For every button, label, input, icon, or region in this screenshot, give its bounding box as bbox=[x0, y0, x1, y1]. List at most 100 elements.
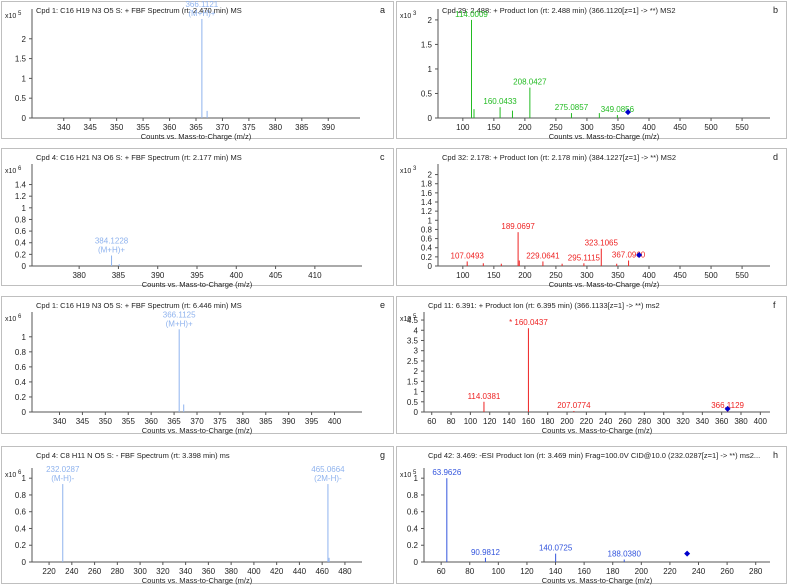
x-tick-label: 370 bbox=[190, 417, 204, 426]
y-tick-label: 0 bbox=[428, 114, 433, 123]
precursor-marker bbox=[624, 109, 631, 116]
peak-label: 114.0381 bbox=[468, 392, 501, 401]
y-tick-label: 2 bbox=[414, 367, 419, 376]
y-exponent-power: 3 bbox=[411, 11, 417, 17]
peak-label: 160.0433 bbox=[483, 97, 517, 106]
y-tick-label: 0.4 bbox=[407, 524, 419, 533]
y-exponent-power: 6 bbox=[16, 314, 22, 320]
peak-label: 207.0774 bbox=[557, 401, 591, 410]
x-axis-label: Counts vs. Mass-to-Charge (m/z) bbox=[549, 132, 660, 141]
peak-label: 114.0009 bbox=[455, 10, 488, 19]
panel-f: 00.511.522.533.544.560 80 100 120 140 160 180 2… bbox=[396, 296, 787, 435]
x-tick-label: 400 bbox=[642, 123, 656, 132]
y-tick-label: 0.4 bbox=[15, 239, 27, 248]
panel-frame bbox=[396, 148, 787, 286]
x-tick-label: 345 bbox=[84, 123, 98, 132]
x-tick-label: 400 bbox=[328, 417, 342, 426]
panel-d: 00.20.40.60.811.21.41.61.82 100 150 200 250 3… bbox=[396, 148, 787, 289]
y-tick-label: 0.8 bbox=[15, 491, 27, 500]
y-exponent-power: 5 bbox=[411, 314, 417, 320]
x-tick-label: 300 bbox=[133, 567, 147, 576]
x-tick-label: 360 bbox=[202, 567, 216, 576]
y-tick-label: 1.2 bbox=[421, 207, 433, 216]
peak-label: 349.0856 bbox=[601, 105, 635, 114]
chart-title: Cpd 42: 3.469: -ESI Product Ion (rt: 3.4… bbox=[428, 451, 760, 460]
x-tick-label: 350 bbox=[99, 417, 113, 426]
x-tick-label: 300 bbox=[580, 271, 594, 280]
x-tick-label: 80 bbox=[465, 567, 474, 576]
peak-label-ion: (M+H)+ bbox=[188, 9, 215, 18]
panel-letter: e bbox=[380, 300, 385, 310]
y-tick-label: 0 bbox=[414, 408, 419, 417]
x-tick-label: 550 bbox=[735, 123, 749, 132]
x-tick-label: 60 bbox=[427, 417, 436, 426]
x-tick-label: 140 bbox=[549, 567, 563, 576]
x-tick-label: 260 bbox=[618, 417, 632, 426]
panel-letter: g bbox=[380, 450, 385, 460]
y-tick-label: 1 bbox=[22, 204, 27, 213]
peak-label: 90.9812 bbox=[471, 548, 500, 557]
x-tick-label: 280 bbox=[749, 567, 763, 576]
y-tick-label: 0 bbox=[22, 262, 27, 271]
x-tick-label: 355 bbox=[136, 123, 150, 132]
y-tick-label: 4.5 bbox=[407, 316, 419, 325]
y-exponent-base: x10 6 bbox=[5, 470, 22, 479]
peak-label: 366.1129 bbox=[711, 401, 744, 410]
chart-title: Cpd 1: C16 H19 N3 O5 S: + FBF Spectrum (… bbox=[36, 301, 242, 310]
x-tick-label: 300 bbox=[657, 417, 671, 426]
peak-label-ion: (M+H)+ bbox=[98, 246, 125, 255]
x-axis-label: Counts vs. Mass-to-Charge (m/z) bbox=[142, 280, 253, 289]
y-tick-label: 0 bbox=[414, 558, 419, 567]
chart-title: Cpd 1: C16 H19 N3 O5 S: + FBF Spectrum (… bbox=[36, 6, 242, 15]
peak-label: 232.0287 bbox=[46, 465, 80, 474]
peak-label: 366.1121 bbox=[185, 0, 218, 9]
x-tick-label: 340 bbox=[696, 417, 710, 426]
x-tick-label: 460 bbox=[315, 567, 329, 576]
panel-frame bbox=[396, 1, 787, 139]
peak-label: 229.0641 bbox=[526, 251, 560, 260]
y-tick-label: 0.4 bbox=[15, 378, 27, 387]
x-tick-label: 240 bbox=[599, 417, 613, 426]
x-tick-label: 500 bbox=[704, 123, 718, 132]
panel-frame bbox=[396, 296, 787, 434]
y-tick-label: 1.4 bbox=[15, 181, 27, 190]
y-exponent-power: 3 bbox=[411, 166, 417, 172]
y-tick-label: 1.2 bbox=[15, 192, 27, 201]
peak-label: 323.1065 bbox=[585, 239, 619, 248]
x-tick-label: 400 bbox=[754, 417, 768, 426]
y-exponent-power: 5 bbox=[411, 470, 417, 476]
peak-label: 295.1115 bbox=[568, 253, 601, 262]
x-tick-label: 370 bbox=[216, 123, 230, 132]
x-tick-label: 390 bbox=[322, 123, 336, 132]
y-tick-label: 2 bbox=[428, 16, 433, 25]
x-tick-label: 340 bbox=[57, 123, 71, 132]
y-tick-label: 1.5 bbox=[421, 40, 433, 49]
x-tick-label: 280 bbox=[638, 417, 652, 426]
y-tick-label: 1.4 bbox=[421, 198, 433, 207]
y-tick-label: 0.2 bbox=[15, 541, 27, 550]
x-tick-label: 360 bbox=[144, 417, 158, 426]
y-tick-label: 0.6 bbox=[15, 363, 27, 372]
x-tick-label: 550 bbox=[735, 271, 749, 280]
peak-label: 140.0725 bbox=[539, 544, 573, 553]
x-axis-label: Counts vs. Mass-to-Charge (m/z) bbox=[542, 576, 653, 585]
x-tick-label: 200 bbox=[518, 123, 532, 132]
panel-frame bbox=[1, 148, 394, 286]
peak-label: * 160.0437 bbox=[509, 318, 548, 327]
peak-label: 465.0664 bbox=[311, 465, 345, 474]
y-tick-label: 0.6 bbox=[15, 227, 27, 236]
x-tick-label: 240 bbox=[692, 567, 706, 576]
y-tick-label: 0.2 bbox=[15, 250, 27, 259]
chart-title: Cpd 32: 2.178: + Product Ion (rt: 2.178 … bbox=[442, 153, 676, 162]
y-tick-label: 0.6 bbox=[407, 508, 419, 517]
chart-title: Cpd 29: 2.488: + Product Ion (rt: 2.488 … bbox=[442, 6, 676, 15]
x-tick-label: 200 bbox=[560, 417, 574, 426]
panel-letter: c bbox=[380, 152, 385, 162]
x-tick-label: 350 bbox=[611, 123, 625, 132]
y-tick-label: 2 bbox=[428, 171, 433, 180]
y-tick-label: 0.2 bbox=[421, 253, 433, 262]
x-tick-label: 350 bbox=[611, 271, 625, 280]
x-tick-label: 160 bbox=[577, 567, 591, 576]
x-tick-label: 160 bbox=[522, 417, 536, 426]
